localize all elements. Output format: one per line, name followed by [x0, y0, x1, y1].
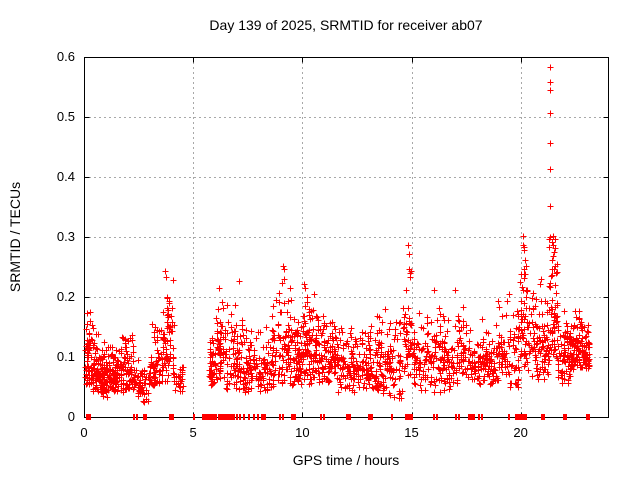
zero-value-marker: [563, 414, 567, 420]
zero-value-marker: [282, 414, 284, 420]
y-tick-label: 0.2: [57, 289, 75, 304]
zero-value-marker: [143, 414, 147, 420]
x-tick-label: 10: [295, 425, 309, 440]
zero-value-marker: [458, 414, 460, 420]
scatter-outlier-points: [162, 64, 560, 298]
zero-value-marker: [468, 414, 475, 420]
zero-value-marker: [136, 414, 138, 420]
y-tick-label: 0.6: [57, 49, 75, 64]
y-tick-label: 0: [68, 409, 75, 424]
zero-value-marker: [193, 414, 195, 420]
zero-value-marker: [436, 414, 438, 420]
zero-value-marker: [478, 414, 480, 420]
zero-value-marker: [169, 414, 174, 420]
x-tick-label: 0: [80, 425, 87, 440]
zero-value-marker: [236, 414, 238, 420]
zero-value-marker: [218, 414, 235, 420]
zero-value-marker: [133, 414, 135, 420]
zero-value-marker: [279, 414, 281, 420]
zero-value-marker: [291, 414, 296, 420]
chart-title: Day 139 of 2025, SRMTID for receiver ab0…: [209, 17, 483, 33]
zero-value-marker: [253, 414, 255, 420]
zero-value-marker: [405, 414, 413, 420]
zero-value-marker: [433, 414, 435, 420]
zero-value-marker: [261, 414, 266, 420]
scatter-points: [82, 244, 593, 406]
zero-value-marker: [455, 414, 457, 420]
zero-value-marker: [86, 414, 91, 420]
x-tick-label: 5: [190, 425, 197, 440]
y-tick-label: 0.5: [57, 109, 75, 124]
zero-value-marker: [239, 414, 241, 420]
zero-value-marker: [323, 414, 325, 420]
zero-value-marker: [257, 414, 259, 420]
zero-value-marker: [243, 414, 245, 420]
x-axis-label: GPS time / hours: [292, 452, 400, 468]
zero-value-marker: [541, 414, 545, 420]
y-tick-label: 0.3: [57, 229, 75, 244]
zero-value-marker: [586, 414, 590, 420]
y-tick-label: 0.1: [57, 349, 75, 364]
zero-value-marker: [481, 414, 483, 420]
zero-value-marker: [515, 414, 527, 420]
zero-value-marker: [508, 414, 510, 420]
zero-value-marker: [346, 414, 351, 420]
x-tick-label: 20: [513, 425, 527, 440]
x-tick-label: 15: [404, 425, 418, 440]
zero-value-marker: [391, 414, 393, 420]
zero-value-marker: [248, 414, 250, 420]
zero-value-marker: [202, 414, 217, 420]
y-tick-label: 0.4: [57, 169, 75, 184]
zero-value-marker: [368, 414, 373, 420]
zero-value-marker: [320, 414, 322, 420]
